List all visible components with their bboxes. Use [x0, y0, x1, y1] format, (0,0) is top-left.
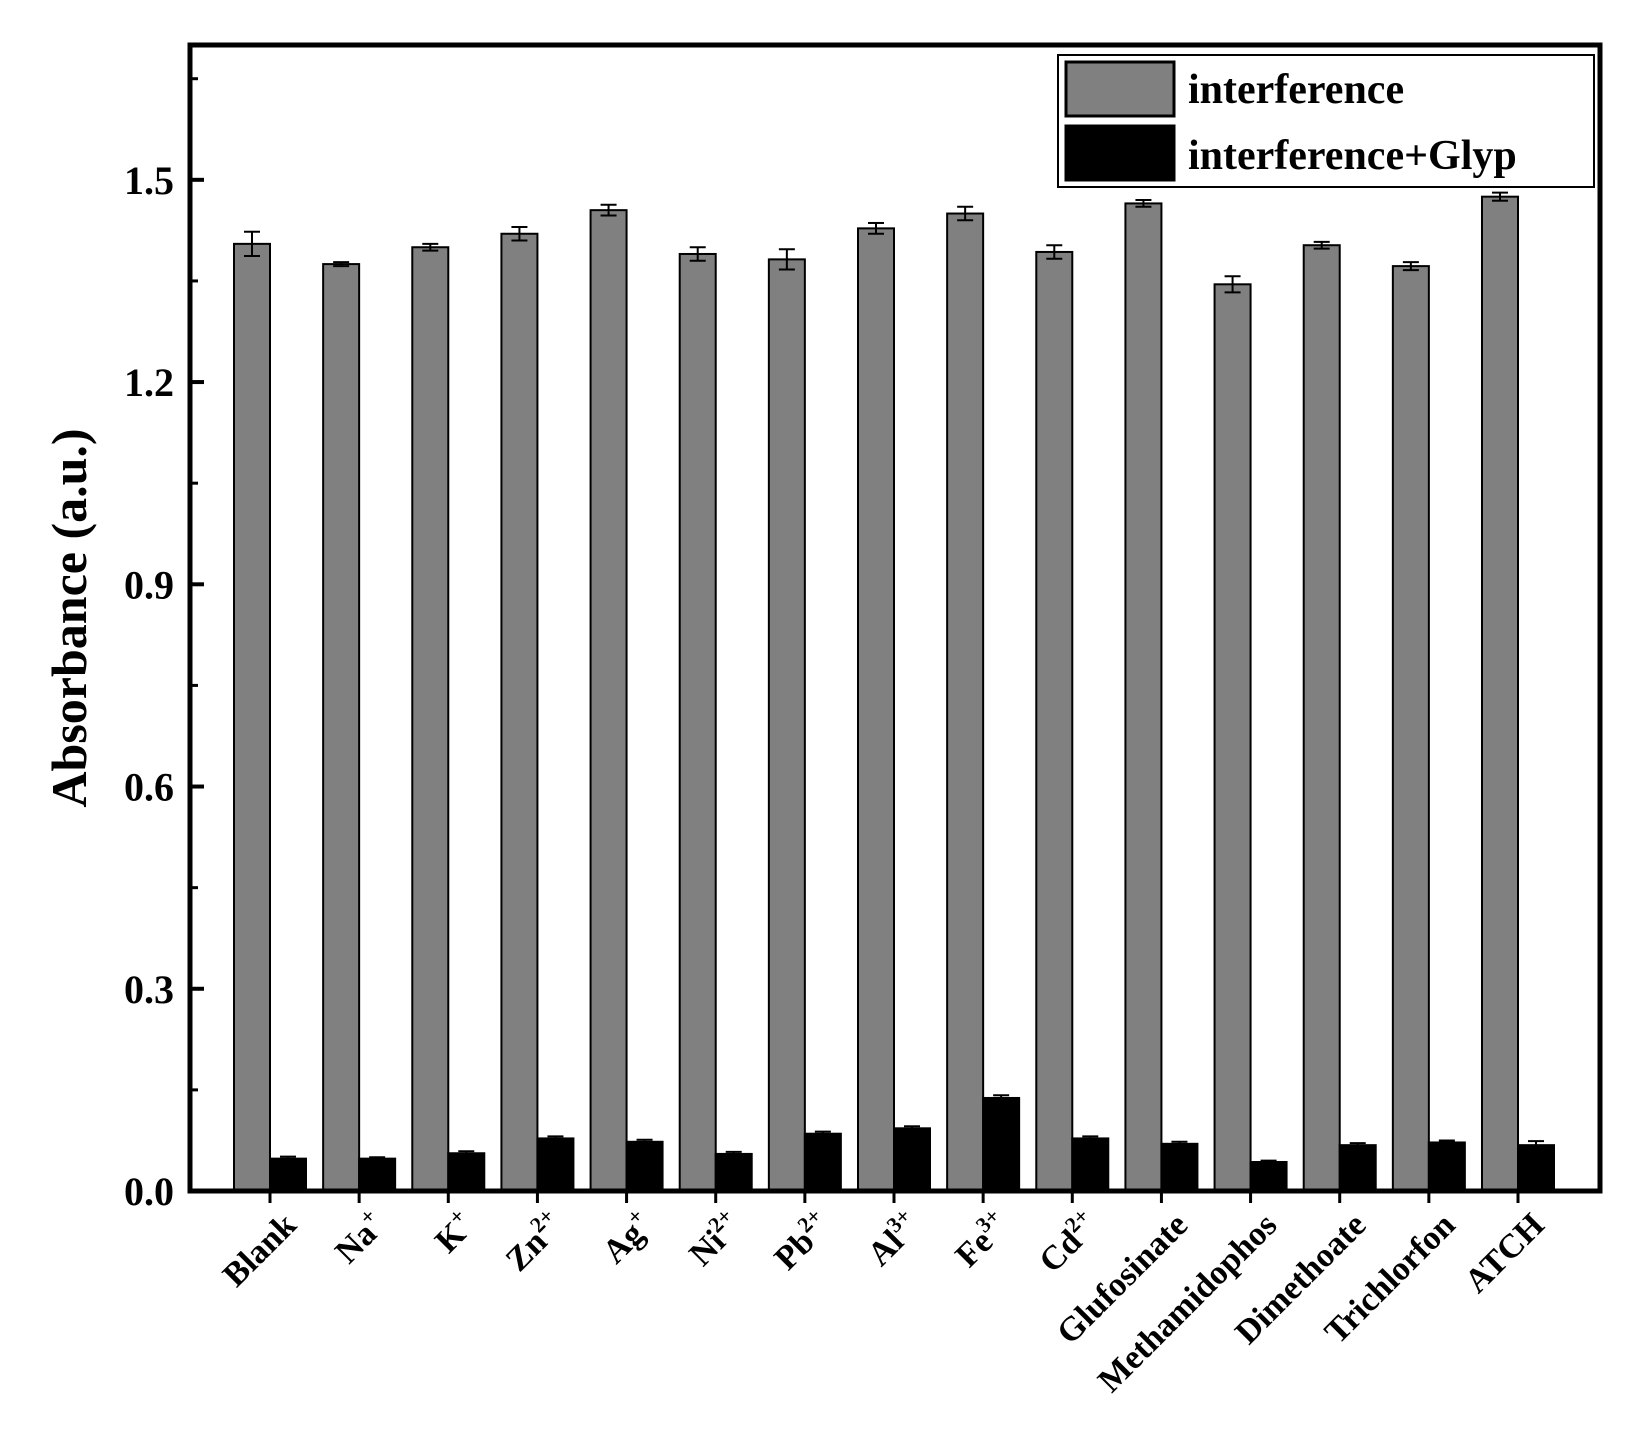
- error-bar-interference-glyp-8: [993, 1094, 1010, 1102]
- x-tick-label: Na+: [325, 1203, 393, 1271]
- y-axis-title: Absorbance (a.u.): [41, 428, 97, 807]
- error-bar-interference-6: [778, 248, 795, 271]
- error-bar-interference-4: [600, 203, 617, 217]
- x-tick-label: Zn2+: [495, 1203, 571, 1279]
- y-tick-label: 0.9: [124, 562, 174, 607]
- error-bar-interference-glyp-9: [1082, 1135, 1099, 1142]
- bar-interference-glyp-12: [1338, 1144, 1377, 1193]
- bar-interference-glyp-13: [1427, 1141, 1466, 1192]
- bar-interference-7: [857, 227, 895, 1193]
- legend-swatch-interference: [1064, 60, 1176, 118]
- legend: interference interference+Glyp: [1057, 54, 1595, 188]
- x-tick-label: Pb2+: [764, 1203, 838, 1277]
- y-axis: 0.0 0.3 0.6 0.9 1.2 1.5: [124, 77, 204, 1214]
- legend-swatch-interference-glyp: [1064, 124, 1176, 182]
- error-bar-interference-glyp-13: [1438, 1139, 1455, 1146]
- error-bar-interference-8: [957, 205, 974, 222]
- bar-interference-13: [1391, 265, 1430, 1192]
- y-tick-label: 1.2: [124, 360, 174, 405]
- error-bar-interference-3: [511, 226, 528, 242]
- error-bar-interference-5: [689, 246, 706, 262]
- bar-interference-14: [1481, 195, 1519, 1193]
- bar-interference-12: [1302, 244, 1341, 1192]
- bar-interference-11: [1213, 283, 1252, 1192]
- error-bar-interference-glyp-3: [547, 1135, 564, 1142]
- y-tick-label: 0.0: [124, 1169, 174, 1214]
- error-bar-interference-glyp-14: [1528, 1140, 1544, 1151]
- bar-interference-3: [500, 232, 539, 1193]
- bar-interference-6: [767, 258, 806, 1193]
- bar-interference-0: [233, 242, 271, 1193]
- bar-interference-glyp-2: [447, 1152, 486, 1192]
- y-tick-label: 0.3: [124, 967, 174, 1012]
- x-tick-label: Cd2+: [1029, 1203, 1106, 1280]
- error-bar-interference-glyp-6: [814, 1130, 831, 1137]
- x-tick-label: Ag+: [592, 1203, 660, 1271]
- x-tick-label: Al3+: [857, 1203, 927, 1273]
- bar-interference-glyp-8: [982, 1096, 1021, 1193]
- x-tick-label: K+: [425, 1203, 482, 1260]
- error-bar-interference-2: [422, 242, 439, 252]
- bar-interference-glyp-9: [1071, 1137, 1110, 1192]
- x-axis: Blank Na+ K+Zn2+ Ag+Ni2+Pb2+Al3+Fe3+Cd2+Glu…: [216, 1191, 1552, 1400]
- bar-interference-glyp-14: [1517, 1144, 1555, 1193]
- bar-interference-glyp-7: [893, 1127, 931, 1192]
- error-bar-interference-10: [1135, 199, 1152, 208]
- bar-interference-glyp-6: [803, 1132, 842, 1192]
- bar-interference-10: [1124, 202, 1163, 1192]
- bars-layer: [233, 195, 1555, 1193]
- error-bar-interference-glyp-5: [725, 1150, 742, 1157]
- bar-interference-2: [411, 246, 450, 1192]
- x-tick-label: Fe3+: [945, 1203, 1017, 1275]
- error-bar-interference-glyp-2: [458, 1150, 475, 1157]
- error-bar-interference-13: [1402, 261, 1419, 272]
- error-bar-interference-1: [333, 261, 350, 268]
- bar-interference-glyp-1: [358, 1157, 397, 1192]
- error-bar-interference-7: [868, 221, 884, 235]
- error-bar-interference-glyp-11: [1260, 1159, 1277, 1165]
- error-bar-interference-glyp-0: [280, 1155, 296, 1162]
- bar-interference-8: [946, 212, 985, 1192]
- error-bar-interference-9: [1046, 244, 1063, 260]
- x-tick-label: ATCH: [1458, 1206, 1552, 1300]
- error-bar-interference-glyp-4: [636, 1138, 653, 1145]
- y-tick-label: 0.6: [124, 765, 174, 810]
- bar-interference-glyp-4: [625, 1140, 664, 1193]
- bar-interference-glyp-5: [714, 1152, 753, 1193]
- x-tick-label: Ni2+: [679, 1203, 749, 1273]
- error-bar-interference-0: [244, 230, 260, 257]
- bar-interference-5: [678, 252, 717, 1193]
- bar-interference-glyp-11: [1249, 1161, 1288, 1192]
- category-name: ATCH: [1458, 1206, 1552, 1300]
- legend-label-interference: interference: [1188, 67, 1404, 113]
- error-bars-layer: [244, 191, 1544, 1165]
- category-name: Blank: [216, 1206, 304, 1294]
- legend-label-interference-glyp: interference+Glyp: [1188, 133, 1517, 179]
- bar-interference-glyp-3: [536, 1137, 575, 1192]
- bar-interference-9: [1035, 250, 1074, 1193]
- error-bar-interference-glyp-10: [1171, 1140, 1188, 1147]
- bar-interference-1: [322, 263, 361, 1192]
- error-bar-interference-14: [1492, 191, 1508, 202]
- y-tick-label: 1.5: [124, 158, 174, 203]
- bar-interference-4: [589, 209, 628, 1193]
- error-bar-interference-glyp-12: [1349, 1142, 1366, 1149]
- error-bar-interference-12: [1313, 240, 1330, 250]
- error-bar-interference-11: [1224, 275, 1241, 294]
- error-bar-interference-glyp-1: [369, 1156, 386, 1161]
- bar-interference-glyp-10: [1160, 1142, 1199, 1193]
- error-bar-interference-glyp-7: [904, 1125, 920, 1132]
- bar-interference-glyp-0: [269, 1157, 307, 1192]
- x-tick-label: Blank: [216, 1206, 304, 1294]
